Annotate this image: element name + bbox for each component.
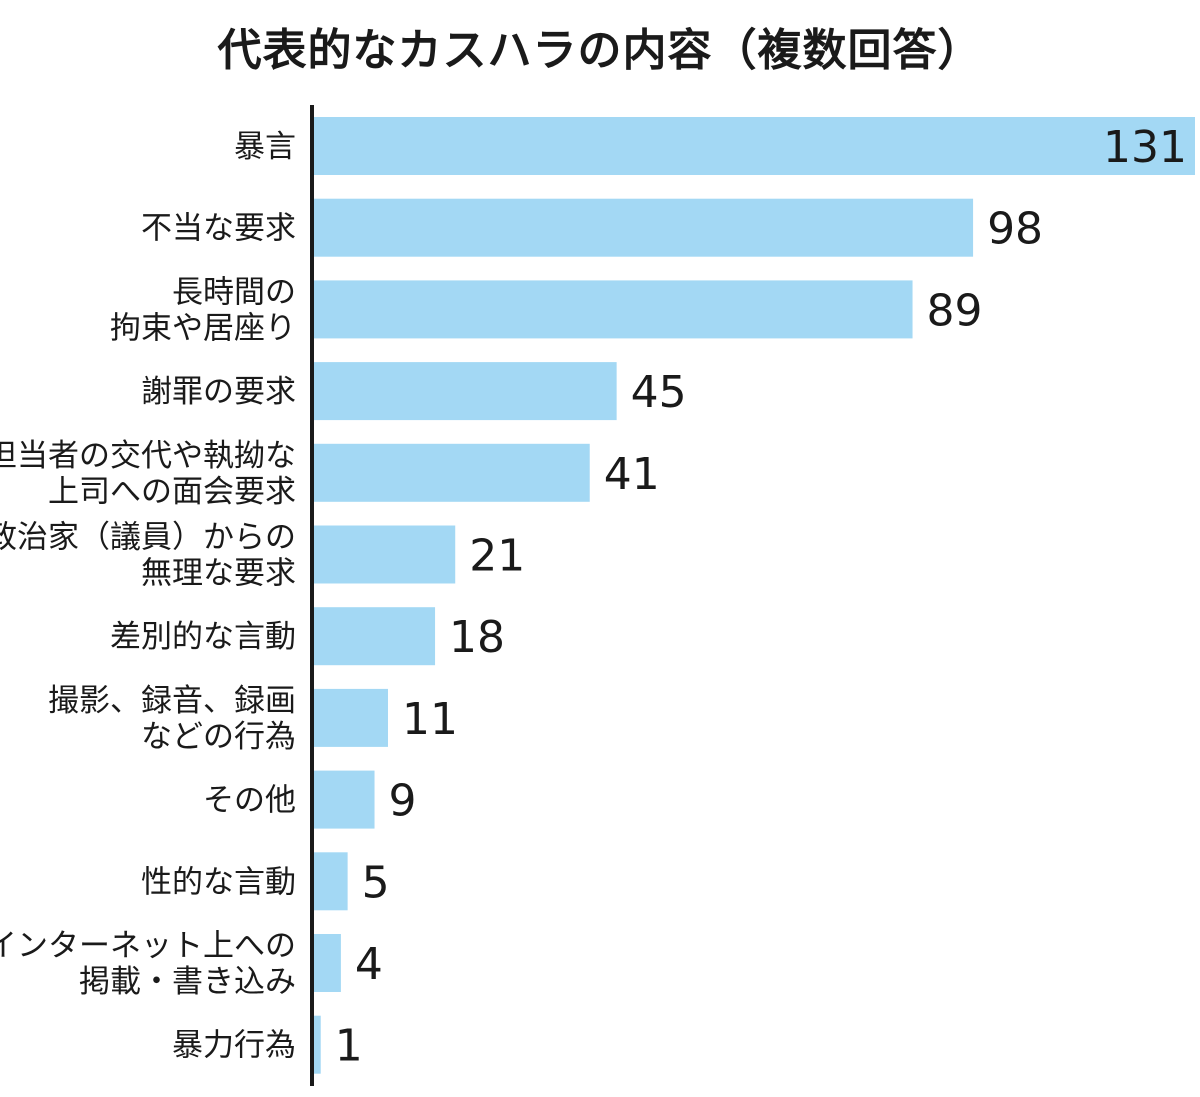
bar (314, 443, 590, 502)
bar (314, 607, 436, 666)
category-label: 不当な要求 (141, 211, 296, 247)
category-label: 拘束や居座り (110, 310, 296, 346)
data-label: 9 (389, 776, 417, 827)
category-label: 暴力行為 (172, 1028, 296, 1064)
category-label: 撮影、録音、録画 (48, 683, 296, 719)
data-label: 11 (402, 694, 458, 745)
category-label: 差別的な言動 (110, 619, 296, 655)
data-label: 89 (927, 285, 983, 336)
data-label: 21 (469, 531, 525, 582)
chart-title: 代表的なカスハラの内容（複数回答） (217, 25, 983, 76)
bar (314, 934, 341, 992)
data-label: 4 (355, 939, 383, 990)
data-label: 45 (631, 367, 687, 418)
bar (314, 198, 974, 257)
category-label: 上司への面会要求 (48, 474, 296, 510)
category-label: 長時間の (172, 274, 296, 310)
category-label: 無理な要求 (141, 556, 296, 592)
data-label: 41 (604, 449, 660, 500)
category-label: 掲載・書き込み (79, 964, 296, 1000)
bar (314, 688, 388, 747)
bar (314, 362, 617, 421)
data-label: 98 (987, 204, 1043, 255)
data-label: 131 (1103, 122, 1187, 173)
data-label: 18 (449, 612, 505, 663)
data-label: 5 (362, 857, 390, 908)
bar (314, 525, 456, 584)
data-label: 1 (335, 1021, 363, 1072)
category-label: 謝罪の要求 (141, 374, 296, 410)
category-label: 性的な言動 (141, 864, 296, 900)
bar (314, 1015, 321, 1074)
bar (314, 852, 348, 911)
category-label: などの行為 (141, 719, 296, 755)
category-label: インターネット上への (0, 928, 296, 964)
category-label: その他 (203, 783, 296, 819)
category-label: 担当者の交代や執拗な (0, 438, 296, 474)
bar (314, 117, 1195, 175)
category-label: 暴言 (234, 129, 296, 165)
category-label: 政治家（議員）からの (0, 520, 296, 556)
bar (314, 770, 375, 829)
bar (314, 280, 913, 339)
